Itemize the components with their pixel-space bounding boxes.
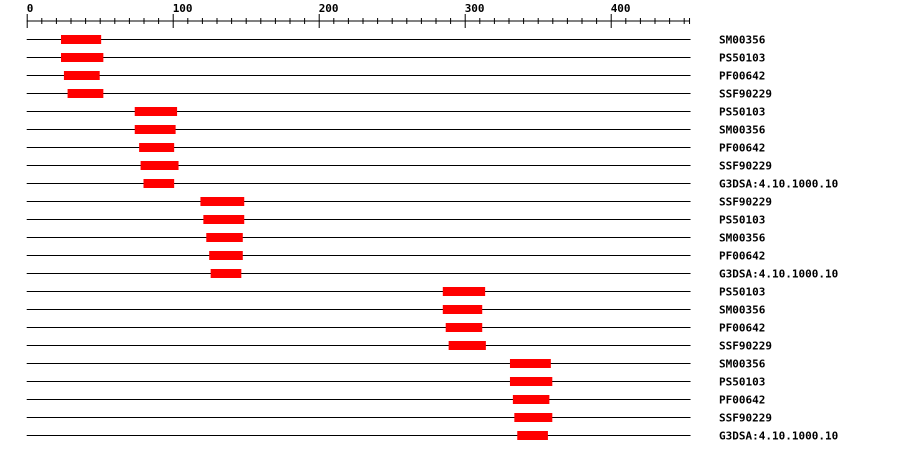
domain-track: PF00642 xyxy=(26,250,765,263)
domain-bar xyxy=(512,395,550,404)
domain-track: G3DSA:4.10.1000.10 xyxy=(26,268,838,281)
domain-bar xyxy=(61,35,102,44)
domain-track: SM00356 xyxy=(26,304,766,317)
domain-bar xyxy=(140,161,179,170)
domain-bar xyxy=(200,197,245,206)
domain-label: PS50103 xyxy=(719,214,765,227)
domain-label: SM00356 xyxy=(719,34,766,47)
domain-track: G3DSA:4.10.1000.10 xyxy=(26,430,838,443)
domain-label: PS50103 xyxy=(719,286,765,299)
domain-label: G3DSA:4.10.1000.10 xyxy=(719,268,838,281)
domain-bar xyxy=(143,179,175,188)
domain-track: PS50103 xyxy=(26,376,765,389)
domain-track: PS50103 xyxy=(26,214,765,227)
domain-track: PF00642 xyxy=(26,70,765,83)
domain-tracks: SM00356 PS50103 PF00642 SSF90229 PS50103 SM00… xyxy=(26,34,838,443)
domain-track: PS50103 xyxy=(26,52,765,65)
domain-label: SSF90229 xyxy=(719,412,772,425)
domain-label: SSF90229 xyxy=(719,88,772,101)
domain-label: SM00356 xyxy=(719,232,766,245)
domain-track: SSF90229 xyxy=(26,88,772,101)
domain-track: SSF90229 xyxy=(26,412,772,425)
domain-label: PF00642 xyxy=(719,142,765,155)
domain-bar xyxy=(134,107,178,116)
domain-track: PF00642 xyxy=(26,142,765,155)
domain-bar xyxy=(445,323,483,332)
tick-label: 300 xyxy=(465,2,485,15)
domain-track: SM00356 xyxy=(26,124,766,137)
domain-label: PS50103 xyxy=(719,106,765,119)
tick-label: 400 xyxy=(611,2,631,15)
domain-label: SM00356 xyxy=(719,124,766,137)
domain-bar xyxy=(514,413,553,422)
domain-label: SSF90229 xyxy=(719,160,772,173)
tick-label: 100 xyxy=(173,2,193,15)
domain-label: PF00642 xyxy=(719,250,765,263)
domain-track: SSF90229 xyxy=(26,160,772,173)
domain-bar xyxy=(61,53,104,62)
domain-bar xyxy=(442,287,486,296)
domain-track: PF00642 xyxy=(26,394,765,407)
tick-label: 200 xyxy=(319,2,339,15)
domain-track: PS50103 xyxy=(26,286,765,299)
domain-bar xyxy=(203,215,245,224)
domain-bar xyxy=(139,143,175,152)
domain-bar xyxy=(442,305,483,314)
domain-bar xyxy=(63,71,100,80)
domain-track: G3DSA:4.10.1000.10 xyxy=(26,178,838,191)
domain-label: PF00642 xyxy=(719,70,765,83)
domain-bar xyxy=(509,359,551,368)
domain-label: PF00642 xyxy=(719,322,765,335)
domain-label: G3DSA:4.10.1000.10 xyxy=(719,178,838,191)
domain-label: SSF90229 xyxy=(719,196,772,209)
domain-track: SM00356 xyxy=(26,34,766,47)
domain-bar xyxy=(517,431,548,440)
domain-label: SM00356 xyxy=(719,304,766,317)
domain-label: PF00642 xyxy=(719,394,765,407)
domain-track: SM00356 xyxy=(26,232,766,245)
tick-label: 0 xyxy=(27,2,34,15)
domain-label: PS50103 xyxy=(719,376,765,389)
domain-bar xyxy=(67,89,104,98)
domain-bar xyxy=(448,341,486,350)
position-axis: 0 100 200 300 400 xyxy=(26,2,691,28)
domain-track: PS50103 xyxy=(26,106,765,119)
domain-label: SM00356 xyxy=(719,358,766,371)
domain-bar xyxy=(206,233,243,242)
domain-bar xyxy=(509,377,553,386)
domain-bar xyxy=(210,269,242,278)
domain-bar xyxy=(134,125,176,134)
domain-label: G3DSA:4.10.1000.10 xyxy=(719,430,838,443)
domain-bar xyxy=(209,251,243,260)
domain-label: PS50103 xyxy=(719,52,765,65)
domain-track: SSF90229 xyxy=(26,340,772,353)
domain-label: SSF90229 xyxy=(719,340,772,353)
domain-track: PF00642 xyxy=(26,322,765,335)
domain-track: SM00356 xyxy=(26,358,766,371)
domain-track: SSF90229 xyxy=(26,196,772,209)
